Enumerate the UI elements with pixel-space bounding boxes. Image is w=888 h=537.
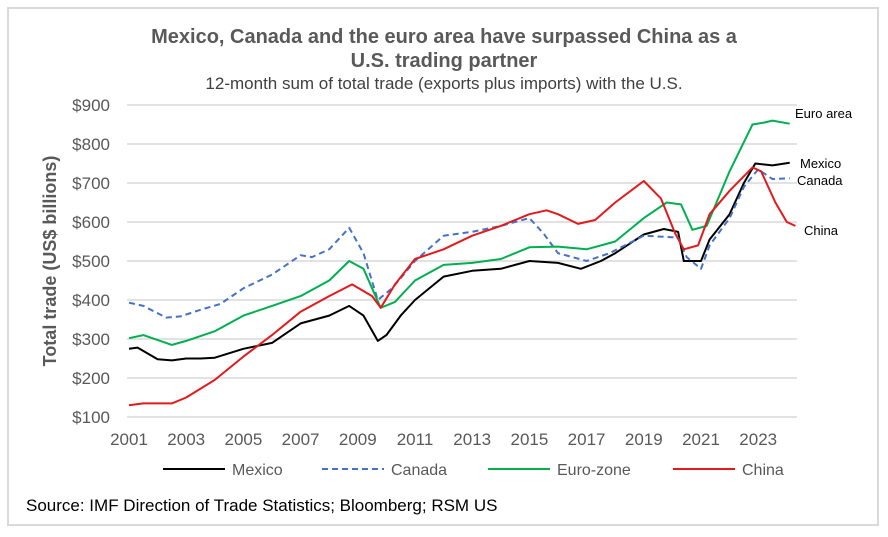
- series-line-canada: [128, 168, 790, 319]
- series-line-china: [128, 166, 796, 407]
- y-axis-label: Total trade (US$ billions): [40, 156, 60, 367]
- x-tick-label: 2007: [282, 430, 320, 449]
- legend-item-mexico: Mexico: [163, 462, 283, 479]
- y-tick-label: $200: [72, 369, 110, 388]
- series-line-euro-zone: [128, 119, 790, 346]
- chart-subtitle: 12-month sum of total trade (exports plu…: [205, 74, 683, 93]
- x-tick-label: 2003: [167, 430, 205, 449]
- y-tick-label: $900: [72, 96, 110, 115]
- end-label-china: China: [804, 223, 839, 238]
- legend-item-euro-zone: Euro-zone: [488, 462, 631, 479]
- x-tick-label: 2015: [510, 430, 548, 449]
- end-label-canada: Canada: [797, 173, 843, 188]
- end-label-euro-zone: Euro area: [795, 106, 853, 121]
- legend: Mexico Canada Euro-zone China: [163, 462, 784, 479]
- y-tick-label: $600: [72, 213, 110, 232]
- x-tick-label: 2011: [397, 430, 434, 449]
- series-lines: [128, 119, 796, 407]
- chart-title-line-2: U.S. trading partner: [350, 50, 538, 72]
- y-tick-label: $300: [72, 330, 110, 349]
- legend-label: Euro-zone: [557, 462, 631, 479]
- legend-label: Mexico: [232, 462, 283, 479]
- chart-title-line-1: Mexico, Canada and the euro area have su…: [151, 26, 737, 48]
- end-label-mexico: Mexico: [800, 156, 841, 171]
- x-tick-label: 2001: [110, 430, 148, 449]
- x-tick-label: 2021: [682, 430, 720, 449]
- legend-item-china: China: [673, 462, 784, 479]
- x-tick-label: 2023: [739, 430, 777, 449]
- series-end-labels: Mexico Canada Euro area China: [795, 106, 853, 238]
- legend-label: China: [742, 462, 784, 479]
- series-line-mexico: [128, 161, 790, 362]
- x-tick-label: 2019: [625, 430, 663, 449]
- y-tick-label: $700: [72, 174, 110, 193]
- x-tick-label: 2017: [568, 430, 606, 449]
- x-tick-label: 2005: [224, 430, 262, 449]
- legend-label: Canada: [391, 462, 447, 479]
- y-tick-label: $400: [72, 291, 110, 310]
- chart-frame: [7, 7, 879, 526]
- y-tick-label: $100: [72, 408, 110, 427]
- y-tick-label: $800: [72, 135, 110, 154]
- x-tick-label: 2009: [339, 430, 377, 449]
- x-tick-label: 2013: [453, 430, 491, 449]
- gridlines: [127, 104, 797, 418]
- x-axis-ticks: 2001 2003 2005 2007 2009 2011 2013 2015 2017 2019…: [110, 430, 777, 449]
- legend-item-canada: Canada: [322, 462, 447, 479]
- y-axis-ticks: $100 $200 $300 $400 $500 $600 $700 $800 $900: [72, 96, 110, 427]
- y-tick-label: $500: [72, 252, 110, 271]
- source-note: Source: IMF Direction of Trade Statistic…: [26, 496, 498, 515]
